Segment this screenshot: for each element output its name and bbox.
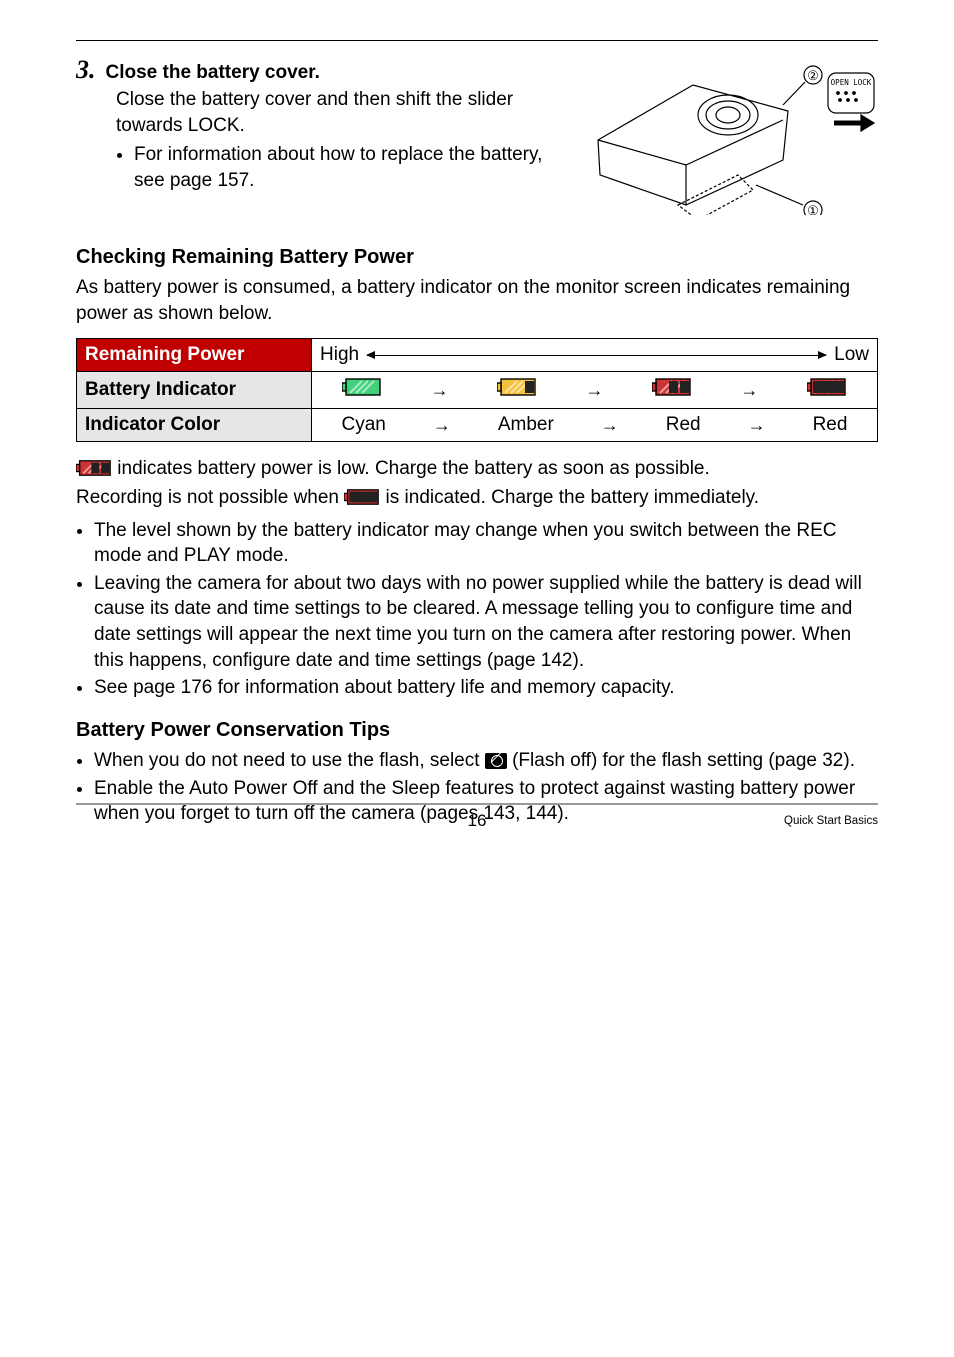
heading-check-power: Checking Remaining Battery Power <box>76 246 878 269</box>
heading-tips: Battery Power Conservation Tips <box>76 719 878 742</box>
table-header-color: Indicator Color <box>77 409 312 442</box>
color-label: Red <box>813 414 848 436</box>
range-arrow <box>367 355 826 356</box>
page-number: 16 <box>343 811 610 831</box>
note-bullet: See page 176 for information about batte… <box>94 675 878 701</box>
arrow-icon: → <box>585 380 603 401</box>
battery-low-icon <box>76 461 112 482</box>
flash-off-icon <box>485 753 507 769</box>
arrow-icon: → <box>431 380 449 401</box>
table-cell-indicator: → → → <box>312 372 878 409</box>
step-sub: For information about how to replace the… <box>134 142 564 193</box>
table-row: Remaining Power High Low <box>77 339 878 372</box>
step-number: 3. <box>76 55 96 85</box>
svg-text:OPEN LOCK: OPEN LOCK <box>831 78 872 87</box>
battery-icon <box>652 377 692 403</box>
table-header-indicator: Battery Indicator <box>77 372 312 409</box>
table-cell-color: Cyan → Amber → Red → Red <box>312 409 878 442</box>
step-body: Close the battery cover and then shift t… <box>116 87 564 138</box>
color-label: Amber <box>498 414 554 436</box>
step-3-left: 3. Close the battery cover. Close the ba… <box>76 55 564 194</box>
color-label: Cyan <box>341 414 385 436</box>
high-label: High <box>320 344 359 366</box>
page-footer: 16 Quick Start Basics <box>76 803 878 831</box>
table-cell-power: High Low <box>312 339 878 372</box>
top-rule <box>76 40 878 41</box>
battery-icon <box>342 377 382 403</box>
table-row: Indicator Color Cyan → Amber → Red → Red <box>77 409 878 442</box>
note-bullet: Leaving the camera for about two days wi… <box>94 571 878 674</box>
tips-item: When you do not need to use the flash, s… <box>94 748 878 774</box>
svg-text:①: ① <box>807 203 819 215</box>
after-line-1: indicates battery power is low. Charge t… <box>112 458 710 479</box>
battery-empty-icon <box>344 490 380 511</box>
arrow-icon: → <box>748 415 766 436</box>
arrow-icon: → <box>601 415 619 436</box>
color-label: Red <box>666 414 701 436</box>
battery-icon <box>807 377 847 403</box>
after-line-2a: Recording is not possible when <box>76 487 344 508</box>
intro-check-power: As battery power is consumed, a battery … <box>76 275 878 326</box>
battery-icon <box>497 377 537 403</box>
low-label: Low <box>834 344 869 366</box>
arrow-icon: → <box>433 415 451 436</box>
table-header-power: Remaining Power <box>77 339 312 372</box>
arrow-icon: → <box>740 380 758 401</box>
camera-diagram: ① ② OPEN LOCK <box>578 55 878 220</box>
battery-table: Remaining Power High Low Battery Indicat… <box>76 338 878 442</box>
step-3-block: 3. Close the battery cover. Close the ba… <box>76 55 878 220</box>
after-line-2b: is indicated. Charge the battery immedia… <box>380 487 759 508</box>
footer-label: Quick Start Basics <box>611 815 878 827</box>
table-row: Battery Indicator → → → <box>77 372 878 409</box>
note-bullet: The level shown by the battery indicator… <box>94 518 878 569</box>
step-title: Close the battery cover. <box>106 62 320 84</box>
svg-text:②: ② <box>807 68 819 83</box>
after-table-block: indicates battery power is low. Charge t… <box>76 456 878 701</box>
